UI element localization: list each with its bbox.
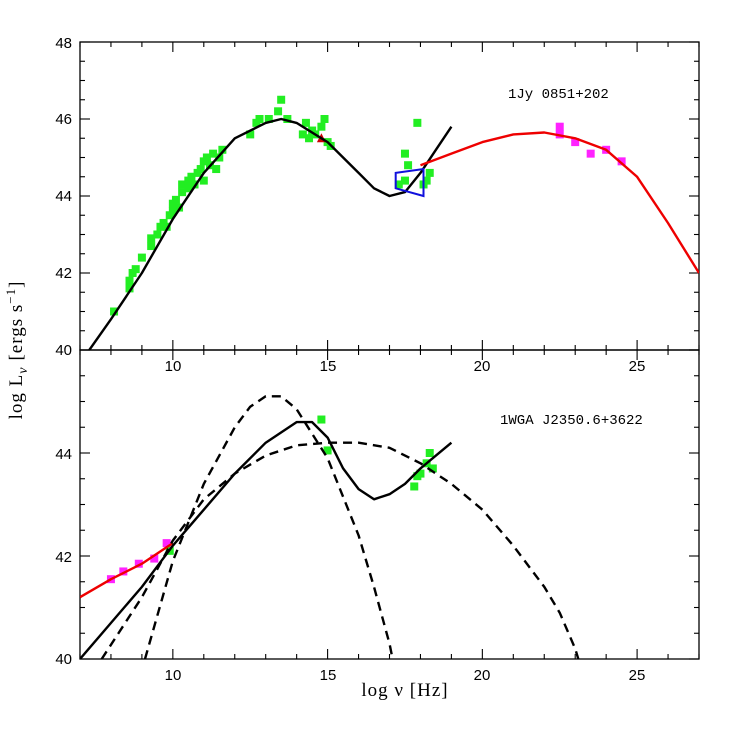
data-point [218,145,227,154]
data-point [153,230,162,239]
top-x-tick-label: 15 [320,358,337,375]
data-point [184,184,193,193]
bottom-x-tick-label: 15 [320,667,337,684]
top-y-tick-label: 40 [55,342,72,359]
data-point [196,165,205,174]
data-point [171,195,180,204]
top-source-label: 1Jy 0851+202 [508,87,609,103]
data-point [410,482,419,491]
bottom-y-tick-label: 40 [55,651,72,668]
data-point [428,464,437,473]
data-point [125,276,134,285]
dashed-model-line [100,441,580,659]
bottom-x-tick-label: 10 [165,667,182,684]
data-point [178,180,187,189]
data-point [134,559,143,568]
xray-bowtie [394,167,425,198]
data-point [416,469,425,478]
top-x-tick-label: 25 [629,358,646,375]
data-point [215,153,224,162]
bottom-source-label: 1WGA J2350.6+3622 [500,413,643,429]
bottom-y-tick-label: 44 [55,446,72,463]
data-point [110,307,119,316]
data-point [202,153,211,162]
data-point [617,157,626,166]
data-point [255,115,264,123]
data-point [274,107,283,116]
data-point [301,118,310,127]
top-y-tick-label: 46 [55,111,72,128]
data-point [162,222,171,231]
data-point [168,207,177,216]
data-point [277,95,286,104]
data-point [404,161,413,170]
dashed-model-line [143,395,394,659]
model-line [80,420,453,659]
data-point [555,122,564,131]
top-y-tick-label: 44 [55,188,72,205]
data-point [400,149,409,158]
data-point [317,122,326,131]
top-y-tick-label: 48 [55,35,72,52]
top-x-tick-label: 10 [165,358,182,375]
data-point [187,172,196,181]
top-y-tick-label: 42 [55,265,72,282]
data-point [162,539,171,548]
bottom-y-tick-label: 42 [55,549,72,566]
data-point [199,176,208,185]
bottom-panel-frame [79,349,700,660]
chart-marks [80,95,699,659]
bottom-panel-series [80,395,580,659]
data-point [425,449,434,457]
data-point [571,138,580,147]
x-axis-title: log ν [Hz] [361,680,448,701]
data-point [394,180,403,189]
data-point [119,567,128,576]
data-point [150,554,159,563]
axis-ticks [79,41,700,660]
data-point [413,118,422,127]
data-point [317,415,326,424]
data-point [212,165,221,174]
data-point [178,188,187,197]
model-line [88,117,453,350]
data-point [320,115,329,123]
data-point [125,284,134,293]
model-line [80,542,174,599]
bottom-x-tick-label: 25 [629,667,646,684]
model-line [420,131,699,274]
bottom-x-tick-label: 20 [474,667,491,684]
top-x-tick-label: 20 [474,358,491,375]
data-point [283,115,292,123]
data-point [147,242,156,251]
top-panel-series [88,95,699,350]
data-point [586,149,595,158]
data-point [190,180,199,189]
y-axis-title: log Lν[ergs s−1] [3,281,31,420]
data-point [305,134,314,143]
data-point [298,130,307,139]
data-point [137,253,146,262]
data-point [209,149,218,158]
data-point [147,234,156,243]
data-point [131,265,140,274]
data-point [246,130,255,139]
data-point [425,168,434,177]
data-point [264,115,273,123]
data-point [400,176,409,185]
data-point [175,203,184,212]
data-point [323,446,332,455]
